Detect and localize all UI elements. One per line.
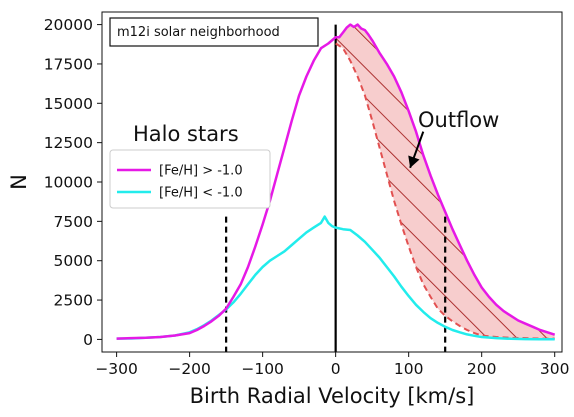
y-tick-label: 12500 [44, 134, 93, 152]
y-tick-label: 5000 [54, 252, 93, 270]
outflow-label: Outflow [418, 108, 499, 132]
x-tick-label: 0 [331, 360, 341, 378]
y-tick-label: 2500 [54, 292, 93, 310]
x-tick-label: 100 [394, 360, 424, 378]
x-tick-label: −100 [241, 360, 284, 378]
y-tick-label: 10000 [44, 174, 93, 192]
legend: [Fe/H] > -1.0 [Fe/H] < -1.0 [109, 149, 271, 209]
y-tick-label: 17500 [44, 55, 93, 73]
y-tick-label: 15000 [44, 95, 93, 113]
x-tick-label: −300 [95, 360, 138, 378]
y-tick-label: 7500 [54, 213, 93, 231]
series-line-metal-rich [116, 23, 556, 340]
y-tick-label: 0 [83, 331, 93, 349]
box-label-text: m12i solar neighborhood [117, 25, 280, 40]
outflow-region-hatch [335, 24, 555, 339]
box-label: m12i solar neighborhood [109, 17, 319, 47]
legend-label-metal-rich: [Fe/H] > -1.0 [159, 164, 243, 179]
halo-stars-label: Halo stars [133, 122, 239, 146]
y-axis-title: N [7, 174, 31, 190]
legend-label-metal-poor: [Fe/H] < -1.0 [159, 186, 243, 201]
plot-layer [116, 23, 556, 352]
ticks-layer: −300 −200 −100 0 100 200 300 0 2500 5000 7500 10000… [44, 16, 570, 378]
x-tick-label: 200 [467, 360, 497, 378]
x-tick-label: −200 [168, 360, 211, 378]
x-axis-title: Birth Radial Velocity [km/s] [190, 384, 475, 408]
legend-box [109, 149, 271, 209]
arrow-head [408, 155, 420, 168]
x-tick-label: 300 [540, 360, 570, 378]
y-tick-label: 20000 [44, 16, 93, 34]
outflow-arrow [408, 131, 425, 169]
